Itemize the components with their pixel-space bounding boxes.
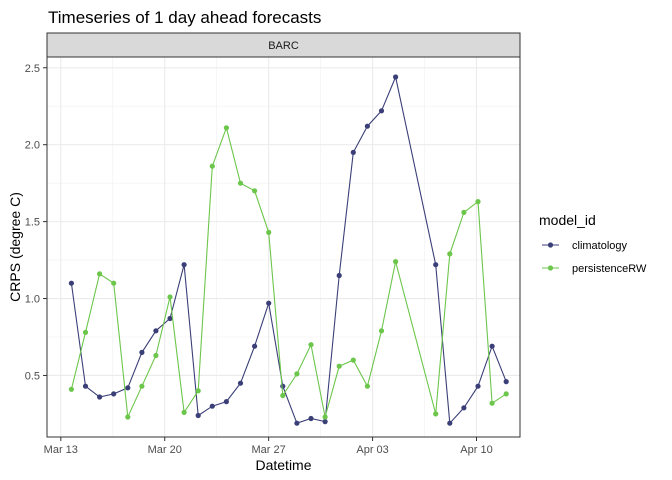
legend-label-persistenceRW: persistenceRW <box>572 263 647 275</box>
data-point-climatology <box>350 149 356 155</box>
data-point-persistenceRW <box>447 251 453 257</box>
legend-key-point <box>547 242 554 248</box>
data-point-climatology <box>433 262 439 268</box>
data-point-climatology <box>111 391 117 397</box>
data-point-climatology <box>378 108 385 114</box>
y-tick-label: 1.5 <box>25 217 40 229</box>
y-tick-label: 0.5 <box>25 370 40 382</box>
data-point-persistenceRW <box>223 125 229 131</box>
data-point-climatology <box>322 419 328 425</box>
x-tick-label: Mar 13 <box>44 444 78 456</box>
data-point-persistenceRW <box>364 383 370 389</box>
legend: climatology persistenceRW <box>542 240 647 275</box>
chart-title: Timeseries of 1 day ahead forecasts <box>48 8 321 27</box>
data-point-climatology <box>153 328 159 334</box>
series-line-climatology <box>70 75 507 425</box>
data-point-persistenceRW <box>266 229 272 235</box>
data-point-climatology <box>364 123 370 129</box>
data-point-climatology <box>139 349 145 355</box>
facet-label: BARC <box>268 40 299 52</box>
facet-strip <box>46 32 521 58</box>
data-point-persistenceRW <box>252 188 258 194</box>
x-tick-label: Apr 03 <box>356 444 388 456</box>
series-layer <box>68 74 509 426</box>
data-point-persistenceRW <box>280 392 286 399</box>
data-point-persistenceRW <box>336 363 342 369</box>
x-tick-label: Apr 10 <box>460 444 492 456</box>
axes: 0.5 1.0 1.5 2.0 2.5 Mar 13 Mar 20 Mar 27 Apr 03 A… <box>25 63 493 456</box>
y-tick-label: 2.5 <box>25 63 40 75</box>
data-point-persistenceRW <box>378 328 385 334</box>
data-point-persistenceRW <box>294 371 300 377</box>
gridlines <box>47 57 520 437</box>
data-point-persistenceRW <box>503 391 509 397</box>
data-point-persistenceRW <box>139 383 145 389</box>
data-point-persistenceRW <box>308 342 314 348</box>
data-point-persistenceRW <box>393 259 399 265</box>
data-point-climatology <box>167 315 173 322</box>
data-point-climatology <box>336 272 342 279</box>
legend-label-climatology: climatology <box>572 240 628 252</box>
data-point-persistenceRW <box>322 414 328 420</box>
x-axis-title: Datetime <box>255 457 311 473</box>
data-point-persistenceRW <box>111 280 117 286</box>
data-point-climatology <box>181 262 187 268</box>
legend-key-point <box>547 265 554 271</box>
data-point-persistenceRW <box>167 294 173 300</box>
data-point-persistenceRW <box>82 329 89 335</box>
data-point-persistenceRW <box>68 386 74 392</box>
data-point-persistenceRW <box>181 409 187 415</box>
data-point-persistenceRW <box>97 271 103 277</box>
data-point-climatology <box>266 300 272 306</box>
data-point-climatology <box>252 343 258 349</box>
data-point-climatology <box>503 379 509 385</box>
data-point-persistenceRW <box>433 411 439 417</box>
data-point-climatology <box>125 385 131 391</box>
legend-title: model_id <box>539 212 596 228</box>
data-point-persistenceRW <box>153 352 159 359</box>
data-point-persistenceRW <box>475 199 481 205</box>
data-point-climatology <box>475 383 481 389</box>
x-tick-label: Mar 27 <box>252 444 286 456</box>
data-point-climatology <box>68 280 74 286</box>
data-point-climatology <box>97 394 103 400</box>
y-tick-label: 2.0 <box>25 140 40 152</box>
data-point-persistenceRW <box>195 388 201 394</box>
data-point-persistenceRW <box>461 209 467 215</box>
y-axis-title: CRPS (degree C) <box>7 192 23 302</box>
plot-panel <box>47 57 520 437</box>
data-point-climatology <box>195 412 201 419</box>
data-point-climatology <box>82 383 89 389</box>
data-point-climatology <box>308 415 314 422</box>
data-point-persistenceRW <box>350 357 356 363</box>
data-point-climatology <box>461 405 467 411</box>
data-point-climatology <box>280 383 286 389</box>
data-point-persistenceRW <box>489 400 495 406</box>
y-tick-label: 1.0 <box>25 294 40 306</box>
data-point-climatology <box>393 74 399 80</box>
data-point-persistenceRW <box>125 414 131 420</box>
data-point-climatology <box>447 420 453 426</box>
data-point-climatology <box>237 380 244 386</box>
data-point-climatology <box>223 399 229 405</box>
x-tick-label: Mar 20 <box>148 444 182 456</box>
data-point-climatology <box>294 420 300 426</box>
data-point-persistenceRW <box>237 180 244 186</box>
data-point-persistenceRW <box>209 163 215 169</box>
data-point-climatology <box>209 403 215 409</box>
data-point-climatology <box>489 343 495 349</box>
series-line-persistenceRW <box>70 125 507 420</box>
panel-border <box>46 56 521 438</box>
